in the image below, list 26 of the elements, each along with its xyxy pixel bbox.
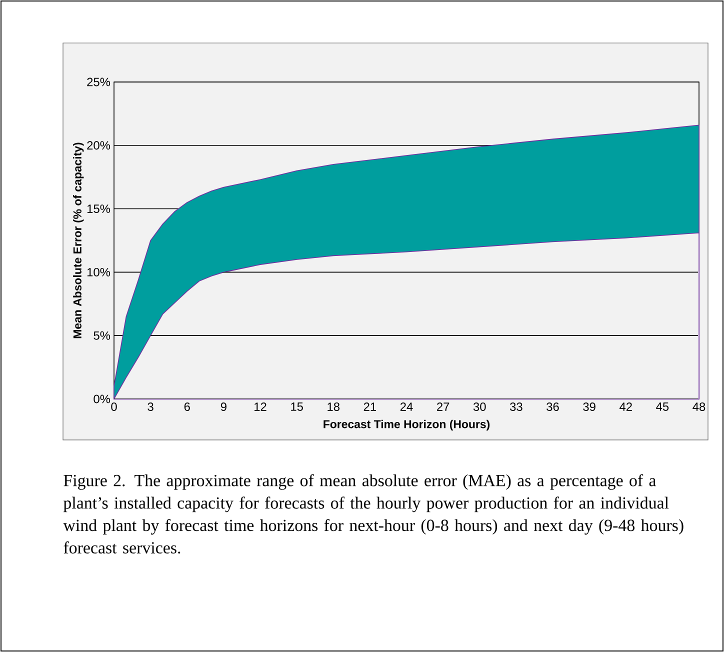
x-tick-label: 18 [328, 402, 340, 411]
x-tick-label: 33 [510, 402, 522, 411]
x-axis-title: Forecast Time Horizon (Hours) [324, 420, 490, 430]
x-tick-label: 21 [364, 402, 376, 411]
x-tick-label: 36 [546, 402, 559, 411]
x-tick-label: 27 [437, 402, 450, 411]
y-tick-label: 25% [87, 78, 110, 86]
y-tick-label: 0% [94, 394, 110, 404]
y-tick-label: 5% [94, 331, 110, 340]
x-tick-label: 9 [220, 402, 226, 411]
x-tick-label: 0 [111, 402, 117, 411]
x-tick-label: 15 [291, 402, 303, 411]
x-tick-label: 42 [620, 402, 632, 411]
x-tick-label: 24 [400, 402, 413, 411]
x-tick-label: 3 [148, 402, 154, 411]
x-tick-label: 30 [473, 402, 486, 411]
x-tick-label: 6 [184, 402, 190, 411]
y-tick-label: 15% [87, 204, 110, 213]
y-tick-label: 10% [87, 268, 110, 276]
x-tick-label: 12 [254, 402, 266, 411]
y-axis-title: Mean Absolute Error (% of capacity) [73, 142, 84, 338]
caption: Figure 2. The approximate range of mean absolute error (MAE) as a percentage of a plant’s installed capacity for forecasts of the hourly power production for an individual wind plant by forecast time horizons for next-hour (0-8 hours) and next day (9-48 hours) forecast services. [63, 474, 684, 554]
x-tick-label: 48 [692, 402, 706, 411]
x-tick-label: 39 [583, 402, 596, 411]
x-tick-label: 45 [656, 402, 669, 411]
y-tick-label: 20% [87, 141, 110, 150]
